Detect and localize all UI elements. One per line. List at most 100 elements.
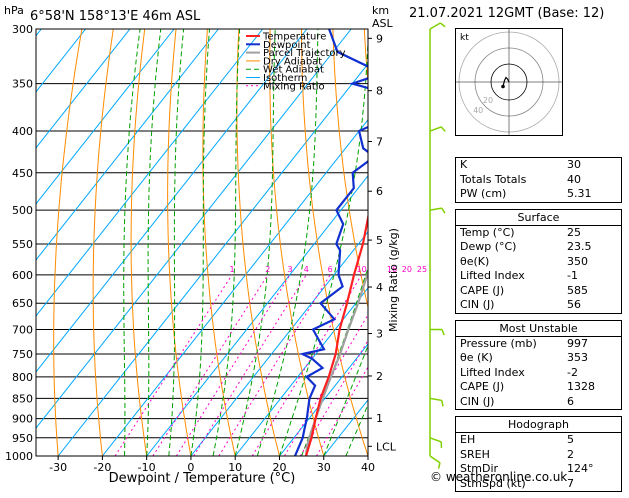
km-tick-label: 3 — [376, 328, 383, 341]
wind-barb-feather — [442, 330, 444, 336]
mixing-ratio-label: 10 — [357, 265, 367, 274]
wind-barb-feather — [442, 208, 445, 213]
date-title: 21.07.2021 12GMT (Base: 12) — [409, 6, 604, 21]
surface-value: 56 — [567, 298, 617, 313]
hodograph-stat-row: EH 5 — [456, 433, 621, 448]
surface-value: -1 — [567, 269, 617, 284]
index-label: PW (cm) — [460, 187, 506, 202]
wind-barb-feather — [439, 463, 440, 469]
wet-adiabat — [147, 29, 161, 456]
mixing-ratio-label: 6 — [328, 265, 333, 274]
most-unstable-label: CAPE (J) — [460, 380, 504, 395]
hodograph-stat-value: 124° — [567, 462, 617, 477]
dry-adiabat — [131, 29, 147, 456]
surface-row: θe(K)350 — [456, 255, 621, 270]
y-axis-label-mixing-ratio: Mixing Ratio (g/kg) — [387, 228, 400, 332]
storm-motion-dot — [501, 85, 505, 89]
dewpoint-line — [295, 29, 389, 456]
wind-barb-feather — [440, 23, 445, 27]
isotherm — [147, 29, 484, 456]
isotherm — [58, 29, 395, 456]
most-unstable-row: Pressure (mb)997 — [456, 337, 621, 352]
mixing-ratio-label: 2 — [265, 265, 270, 274]
index-value: 30 — [567, 158, 617, 173]
pressure-tick-label: 800 — [12, 371, 33, 384]
hodograph-stat-label: SREH — [460, 448, 490, 463]
mixing-ratio-label: 1 — [229, 265, 234, 274]
surface-row: Dewp (°C)23.5 — [456, 240, 621, 255]
hodograph-stat-value: 2 — [567, 448, 617, 463]
pressure-tick-label: 300 — [12, 23, 33, 36]
pressure-tick-label: 650 — [12, 297, 33, 310]
asl-label: ASL — [372, 17, 394, 30]
hodograph-ring-label: 40 — [473, 106, 483, 115]
km-tick-label: 8 — [376, 85, 383, 98]
pressure-tick-label: 350 — [12, 78, 33, 91]
index-row: PW (cm) 5.31 — [456, 187, 621, 202]
km-tick-label: LCL — [376, 440, 397, 453]
wind-barb — [430, 438, 441, 442]
pressure-tick-label: 450 — [12, 167, 33, 180]
mixing-ratio-label: 4 — [304, 265, 309, 274]
hodograph-stat-label: EH — [460, 433, 475, 448]
index-value: 40 — [567, 173, 617, 188]
surface-label: Temp (°C) — [460, 226, 515, 241]
surface-row: Lifted Index -1 — [456, 269, 621, 284]
mixing-ratio-label: 25 — [417, 265, 427, 274]
pressure-tick-label: 950 — [12, 432, 33, 445]
wind-barb-feather — [441, 127, 445, 132]
wind-barb — [430, 398, 442, 400]
most-unstable-label: Lifted Index — [460, 366, 525, 381]
index-value: 5.31 — [567, 187, 617, 202]
mixing-ratio-label: 20 — [402, 265, 412, 274]
copyright: © weatheronline.co.uk — [430, 470, 567, 484]
most-unstable-row: θe (K) 353 — [456, 351, 621, 366]
hpa-label: hPa — [4, 4, 24, 17]
index-label: K — [460, 158, 467, 173]
surface-value: 23.5 — [567, 240, 617, 255]
pressure-tick-label: 550 — [12, 238, 33, 251]
x-tick-label: -30 — [49, 461, 67, 474]
surface-label: CIN (J) — [460, 298, 494, 313]
km-tick-label: 7 — [376, 136, 383, 149]
most-unstable-value: 6 — [567, 395, 617, 410]
pressure-tick-label: 600 — [12, 269, 33, 282]
surface-value: 350 — [567, 255, 617, 270]
surface-value: 25 — [567, 226, 617, 241]
surface-row: CIN (J) 56 — [456, 298, 621, 313]
wind-barb — [430, 456, 440, 463]
hodograph-stat-value: 7 — [567, 477, 617, 492]
dry-adiabat — [93, 29, 113, 456]
most-unstable-row: CIN (J) 6 — [456, 395, 621, 410]
hodograph-unit-label: kt — [460, 33, 469, 43]
hodograph-stat-row: SREH 2 — [456, 448, 621, 463]
wind-barb — [430, 23, 440, 29]
pressure-tick-label: 750 — [12, 348, 33, 361]
km-tick-label: 6 — [376, 185, 383, 198]
most-unstable-value: 997 — [567, 337, 617, 352]
pressure-tick-label: 500 — [12, 204, 33, 217]
most-unstable-value: -2 — [567, 366, 617, 381]
dry-adiabat — [168, 29, 191, 456]
surface-label: CAPE (J) — [460, 284, 504, 299]
most-unstable-row: CAPE (J)1328 — [456, 380, 621, 395]
wind-barb-feather — [442, 400, 443, 406]
hodograph-table-title: Hodograph — [456, 417, 621, 433]
pressure-tick-label: 1000 — [5, 450, 33, 463]
most-unstable-label: θe (K) — [460, 351, 493, 366]
legend-label: Mixing Ratio — [263, 81, 325, 92]
plot-frame — [36, 29, 368, 456]
surface-title: Surface — [456, 210, 621, 226]
hodograph-ring-label: 20 — [483, 96, 493, 105]
surface-label: Lifted Index — [460, 269, 525, 284]
most-unstable-value: 353 — [567, 351, 617, 366]
pressure-tick-label: 700 — [12, 324, 33, 337]
hodograph-stat-value: 5 — [567, 433, 617, 448]
km-tick-label: 2 — [376, 370, 383, 383]
x-tick-label: 30 — [317, 461, 331, 474]
most-unstable-label: CIN (J) — [460, 395, 494, 410]
km-tick-label: 4 — [376, 281, 383, 294]
